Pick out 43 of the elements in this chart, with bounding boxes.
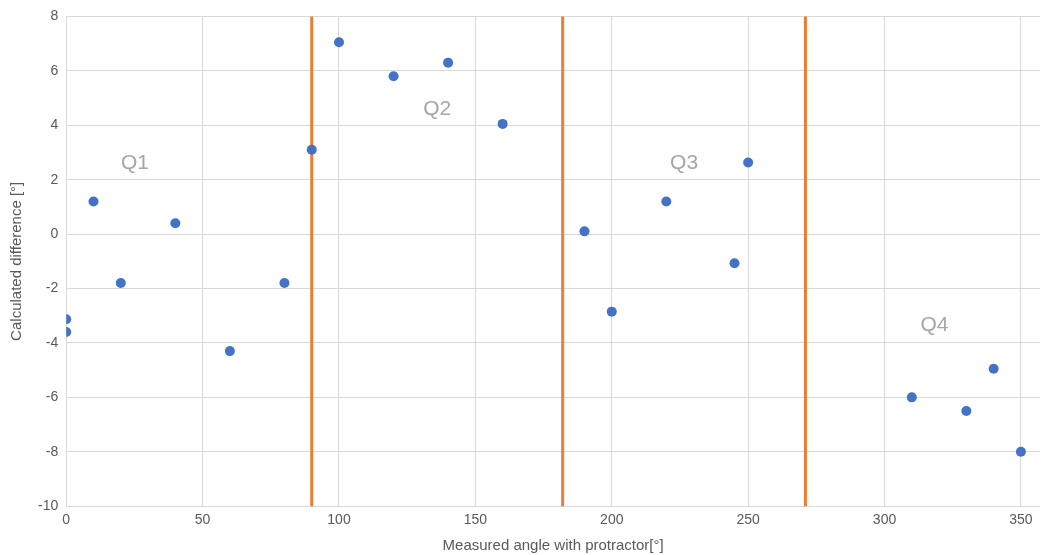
x-tick-label: 350 [1009, 511, 1033, 528]
point [579, 226, 590, 237]
y-tick-label: 4 [50, 116, 59, 133]
x-tick-label: 300 [872, 511, 897, 528]
y-tick-label: 6 [50, 61, 59, 78]
point [743, 157, 754, 168]
y-tick-label: -6 [45, 388, 59, 405]
point [729, 258, 740, 269]
point [224, 346, 235, 357]
point [306, 144, 317, 155]
annotation: Q4 [920, 311, 949, 335]
x-axis-title: Measured angle with protractor[°] [442, 536, 664, 554]
annotation: Q1 [120, 150, 149, 174]
x-tick-label: 200 [600, 511, 624, 528]
y-tick-label: -8 [45, 442, 59, 459]
point [388, 71, 399, 82]
y-tick-label: 2 [50, 170, 59, 187]
point [88, 196, 99, 207]
annotation: Q3 [670, 150, 699, 174]
point [115, 278, 126, 289]
point [279, 278, 290, 289]
point [1015, 446, 1026, 457]
point [961, 405, 972, 416]
annotation: Q2 [423, 96, 452, 120]
x-tick-label: 150 [463, 511, 488, 528]
point [443, 57, 454, 68]
point [661, 196, 672, 207]
x-tick-label: 50 [194, 511, 211, 528]
x-tick-label: 100 [327, 511, 351, 528]
point [606, 306, 617, 317]
point [497, 118, 508, 129]
y-tick-label: -4 [45, 333, 59, 350]
y-tick-label: 0 [50, 224, 59, 241]
y-tick-label: -2 [45, 279, 59, 296]
y-tick-label: 8 [50, 7, 59, 24]
point [170, 218, 181, 229]
point [988, 363, 999, 374]
point [334, 37, 344, 48]
x-tick-label: 250 [736, 511, 761, 528]
y-tick-label: -10 [38, 497, 59, 514]
x-tick-label: 0 [62, 511, 71, 528]
point [906, 392, 917, 403]
y-axis-title: Calculated difference [°] [7, 181, 25, 341]
